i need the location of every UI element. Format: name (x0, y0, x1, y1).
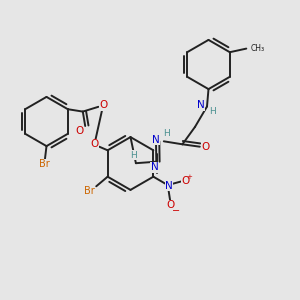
Text: Br: Br (39, 159, 50, 169)
Text: O: O (99, 100, 107, 110)
Text: O: O (202, 142, 210, 152)
Text: Br: Br (84, 185, 95, 196)
Text: CH₃: CH₃ (250, 44, 265, 53)
Text: H: H (210, 107, 216, 116)
Text: N: N (196, 100, 204, 110)
Text: N: N (152, 135, 160, 145)
Text: O: O (166, 200, 174, 211)
Text: O: O (76, 126, 84, 136)
Text: +: + (186, 174, 192, 180)
Text: H: H (163, 129, 169, 138)
Text: −: − (172, 206, 180, 216)
Text: N: N (151, 162, 159, 172)
Text: O: O (90, 139, 99, 149)
Text: N: N (165, 181, 173, 191)
Text: H: H (130, 151, 137, 160)
Text: O: O (181, 176, 189, 187)
